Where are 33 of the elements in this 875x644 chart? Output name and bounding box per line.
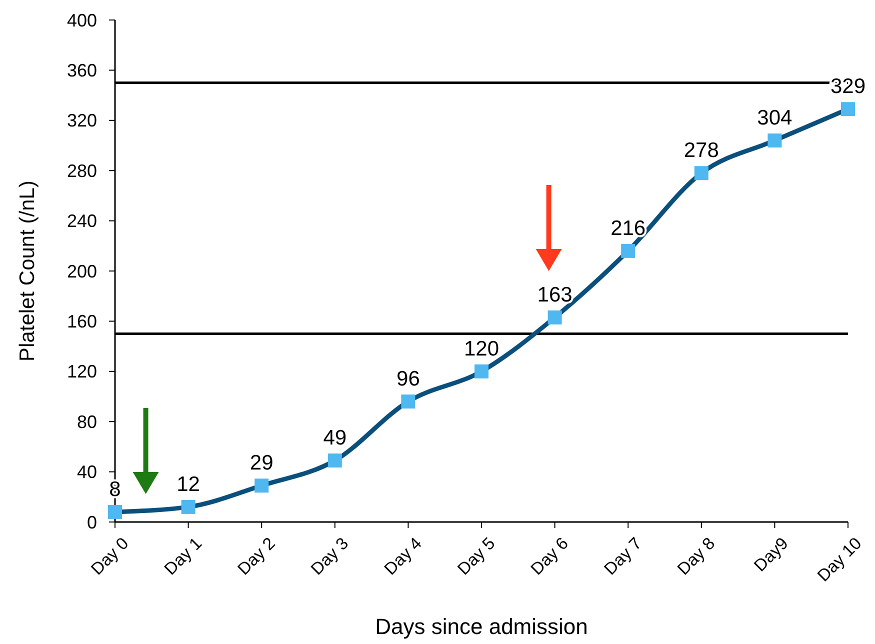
x-tick-label: Day 4 <box>380 534 426 579</box>
y-tick-label: 120 <box>66 362 97 382</box>
x-tick-label: Day 3 <box>307 534 352 579</box>
y-tick-label: 200 <box>66 261 97 282</box>
y-axis-title: Platelet Count (/nL) <box>16 180 39 362</box>
data-label: 96 <box>396 368 420 391</box>
x-tick-label: Day 2 <box>234 534 279 579</box>
y-tick-label: 280 <box>66 160 97 181</box>
y-tick-label: 80 <box>76 412 97 432</box>
y-tick-label: 320 <box>66 110 97 131</box>
data-label: 29 <box>250 452 274 475</box>
y-tick-label: 400 <box>66 10 97 30</box>
x-tick-label: Day 7 <box>600 534 646 579</box>
x-axis-title: Days since admission <box>375 614 588 639</box>
data-label: 216 <box>610 216 646 240</box>
x-tick-label: Day 6 <box>527 534 572 579</box>
x-tick-label: Day 10 <box>814 534 866 586</box>
data-label: 49 <box>323 426 347 450</box>
data-label: 278 <box>684 139 719 162</box>
y-tick-label: 40 <box>76 462 97 482</box>
x-tick-label: Day 8 <box>674 534 719 579</box>
x-tick-label: Day 5 <box>454 534 499 579</box>
data-label: 329 <box>830 75 866 98</box>
data-label: 120 <box>464 337 500 360</box>
x-tick-label: Day 0 <box>87 534 132 579</box>
data-label: 163 <box>537 283 572 306</box>
data-label: 304 <box>757 106 793 130</box>
y-tick-label: 360 <box>66 60 97 80</box>
y-tick-label: 240 <box>66 211 97 232</box>
x-tick-label: Day 1 <box>160 534 206 579</box>
data-label: 12 <box>176 472 200 496</box>
y-tick-label: 0 <box>86 512 97 532</box>
y-tick-label: 160 <box>66 312 97 332</box>
